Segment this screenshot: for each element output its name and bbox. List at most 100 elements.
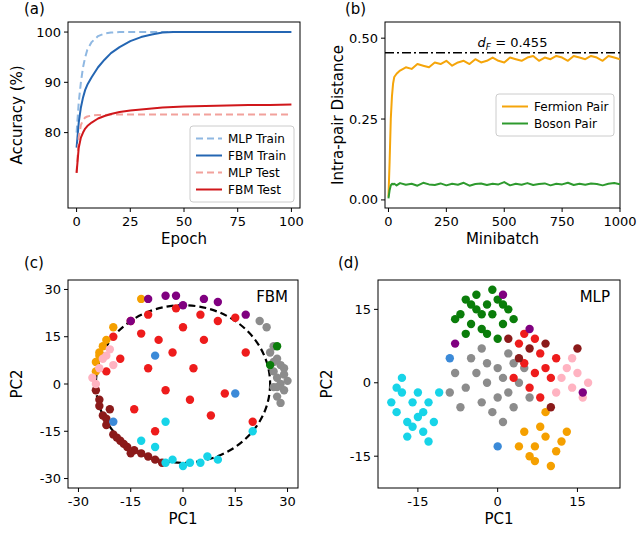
scatter-point [541,339,549,347]
x-tick-label: 0 [384,214,392,229]
x-tick-label: 15 [227,494,244,509]
legend-swatch [502,106,528,108]
scatter-point [541,432,549,440]
y-tick [64,431,68,432]
scatter-point [478,398,486,406]
y-tick-label: 80 [44,125,61,140]
scatter-point [525,325,533,333]
y-tick [64,336,68,337]
scatter-point [483,359,491,367]
scatter-point [478,310,486,318]
plot-frame [68,280,298,488]
scatter-point [161,386,169,394]
scatter-point [231,314,239,322]
reference-line [385,52,620,53]
scatter-point [462,330,470,338]
x-tick [417,488,418,492]
scatter-point [557,374,565,382]
scatter-point [130,405,138,413]
scatter-point [573,369,581,377]
scatter-point [408,398,416,406]
scatter-point [499,290,507,298]
scatter-point [414,388,422,396]
x-tick [497,488,498,492]
scatter-point [120,440,128,448]
x-tick-label: 0 [179,494,187,509]
y-tick-label: -30 [40,471,61,486]
scatter-point [499,418,507,426]
scatter-point [127,317,135,325]
y-tick-label: 0.00 [349,192,378,207]
panel-label: (b) [345,0,366,18]
scatter-point [109,323,117,331]
y-tick [64,478,68,479]
x-tick-label: 0 [494,494,502,509]
scatter-point [541,364,549,372]
scatter-point [536,393,544,401]
scatter-point [113,433,121,441]
scatter-point [435,388,443,396]
scatter-point [392,408,400,416]
legend-swatch [502,123,528,125]
y-tick [64,132,68,133]
scatter-point [266,361,274,369]
scatter-point [137,329,145,337]
x-tick [577,488,578,492]
scatter-point [276,399,284,407]
panel-annotation: FBM [256,288,288,306]
scatter-point [430,418,438,426]
figure: 02550751008090100EpochAccuracy (%)(a)MLP… [0,0,640,536]
scatter-point [154,336,162,344]
x-tick-label: 100 [279,214,304,229]
scatter-point [168,348,176,356]
legend-box [496,94,614,136]
y-tick-label: -15 [350,449,371,464]
scatter-point [172,292,180,300]
scatter-point [531,369,539,377]
x-tick [620,208,621,212]
panel: -30-1501530-30-1501530PC1PC2(c)FBM [8,254,298,528]
scatter-point [552,388,560,396]
scatter-point [387,398,395,406]
scatter-point [92,380,100,388]
x-tick [235,488,236,492]
legend-swatch [196,155,222,157]
scatter-point [424,398,432,406]
y-tick [64,32,68,33]
y-tick-label: 30 [44,282,61,297]
scatter-point [214,298,222,306]
y-tick-label: 15 [354,302,371,317]
x-tick [388,208,389,212]
scatter-point [488,286,496,294]
y-axis-label: Intra-pair Distance [329,45,347,185]
y-tick [374,382,378,383]
plot-frame [378,280,620,488]
x-axis-label: Minibatch [466,230,539,248]
scatter-point [451,339,459,347]
scatter-point [242,348,250,356]
scatter-point [168,455,176,463]
legend-swatch [196,189,222,191]
series-line [388,182,620,198]
scatter-point [116,355,124,363]
scatter-point [568,383,576,391]
scatter-point [456,403,464,411]
panel: -15015-15015PC1PC2(d)MLP [318,254,620,528]
x-tick [130,208,131,212]
plot-frame [68,22,300,208]
x-tick-label: -15 [407,494,428,509]
y-tick-label: 90 [44,75,61,90]
data-marks [387,286,592,471]
x-tick [562,208,563,212]
scatter-point [106,405,114,413]
scatter-point [504,349,512,357]
scatter-point [144,295,152,303]
scatter-point [398,374,406,382]
y-tick-label: 0 [53,377,61,392]
scatter-point [273,383,281,391]
x-tick-label: 500 [492,214,517,229]
scatter-point [248,418,256,426]
y-axis-label: PC2 [8,369,26,398]
scatter-point [207,411,215,419]
scatter-point [531,457,539,465]
